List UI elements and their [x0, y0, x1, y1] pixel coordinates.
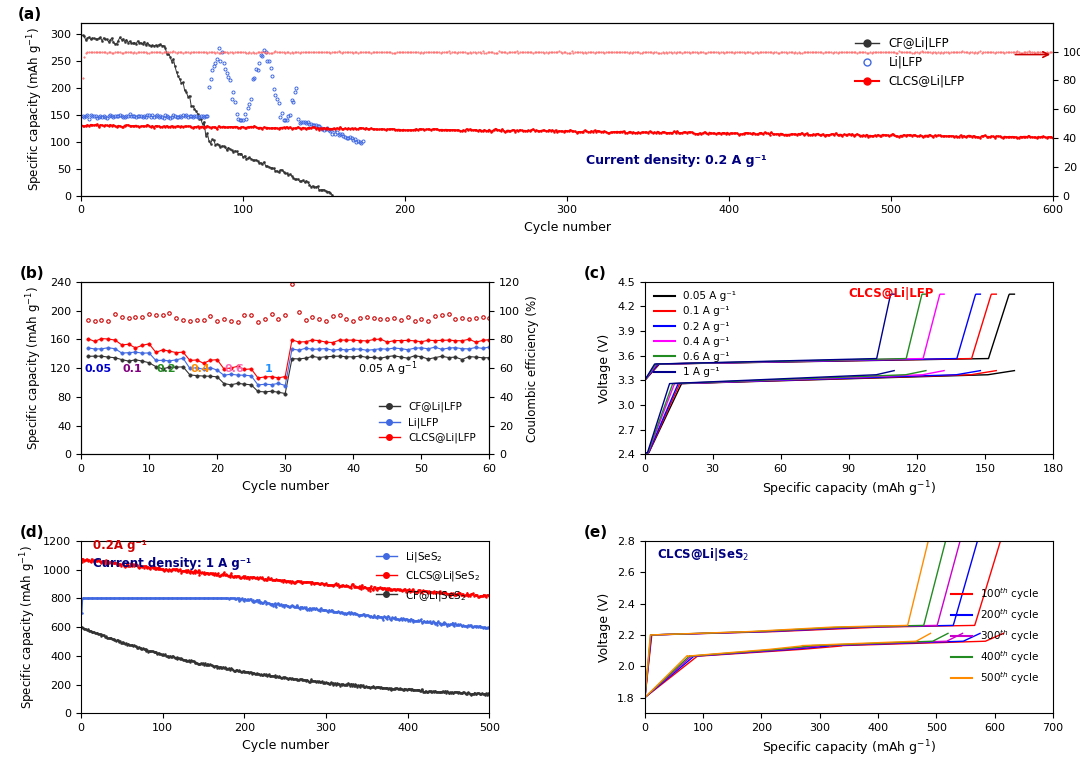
Y-axis label: Specific capacity (mAh g$^{-1}$): Specific capacity (mAh g$^{-1}$): [25, 286, 44, 450]
Legend: 100$^{th}$ cycle, 200$^{th}$ cycle, 300$^{th}$ cycle, 400$^{th}$ cycle, 500$^{th: 100$^{th}$ cycle, 200$^{th}$ cycle, 300$…: [947, 581, 1043, 690]
Text: 0.2: 0.2: [157, 365, 176, 375]
X-axis label: Specific capacity (mAh g$^{-1}$): Specific capacity (mAh g$^{-1}$): [761, 480, 935, 499]
Text: 0.2A g⁻¹: 0.2A g⁻¹: [93, 539, 147, 552]
Y-axis label: Coulombic efficiency (%): Coulombic efficiency (%): [526, 295, 539, 442]
Y-axis label: Specific capacity (mAh g$^{-1}$): Specific capacity (mAh g$^{-1}$): [18, 546, 38, 709]
Text: (e): (e): [583, 525, 607, 540]
Text: (c): (c): [583, 266, 606, 282]
Legend: CF@Li|LFP, Li|LFP, CLCS@Li|LFP: CF@Li|LFP, Li|LFP, CLCS@Li|LFP: [851, 32, 970, 92]
Text: Current density: 1 A g⁻¹: Current density: 1 A g⁻¹: [93, 557, 252, 570]
X-axis label: Specific capacity (mAh g$^{-1}$): Specific capacity (mAh g$^{-1}$): [761, 739, 935, 758]
Text: 0.05: 0.05: [84, 365, 111, 375]
Text: Current density: 0.2 A g⁻¹: Current density: 0.2 A g⁻¹: [586, 154, 767, 167]
Text: (d): (d): [19, 525, 44, 540]
Text: 0.1: 0.1: [122, 365, 141, 375]
Y-axis label: Specific capacity (mAh g$^{-1}$): Specific capacity (mAh g$^{-1}$): [25, 27, 44, 191]
Text: 0.05 A g$^{-1}$: 0.05 A g$^{-1}$: [357, 359, 417, 378]
Y-axis label: Voltage (V): Voltage (V): [598, 333, 611, 403]
Legend: CF@Li|LFP, Li|LFP, CLCS@Li|LFP: CF@Li|LFP, Li|LFP, CLCS@Li|LFP: [375, 398, 481, 448]
Text: (b): (b): [19, 266, 44, 282]
Text: (a): (a): [17, 8, 42, 22]
Text: 0.6: 0.6: [225, 365, 244, 375]
Text: 0.4: 0.4: [190, 365, 210, 375]
X-axis label: Cycle number: Cycle number: [242, 480, 328, 493]
Legend: 0.05 A g⁻¹, 0.1 A g⁻¹, 0.2 A g⁻¹, 0.4 A g⁻¹, 0.6 A g⁻¹, 1 A g⁻¹: 0.05 A g⁻¹, 0.1 A g⁻¹, 0.2 A g⁻¹, 0.4 A …: [650, 287, 740, 382]
Legend: Li|SeS$_2$, CLCS@Li|SeS$_2$, CF@Li|SeS$_2$: Li|SeS$_2$, CLCS@Li|SeS$_2$, CF@Li|SeS$_…: [372, 546, 484, 607]
Y-axis label: Voltage (V): Voltage (V): [598, 592, 611, 662]
Text: CLCS@Li|LFP: CLCS@Li|LFP: [849, 287, 934, 300]
Text: 1: 1: [265, 365, 272, 375]
X-axis label: Cycle number: Cycle number: [242, 739, 328, 752]
X-axis label: Cycle number: Cycle number: [524, 221, 610, 233]
Text: CLCS@Li|SeS$_2$: CLCS@Li|SeS$_2$: [657, 546, 750, 563]
